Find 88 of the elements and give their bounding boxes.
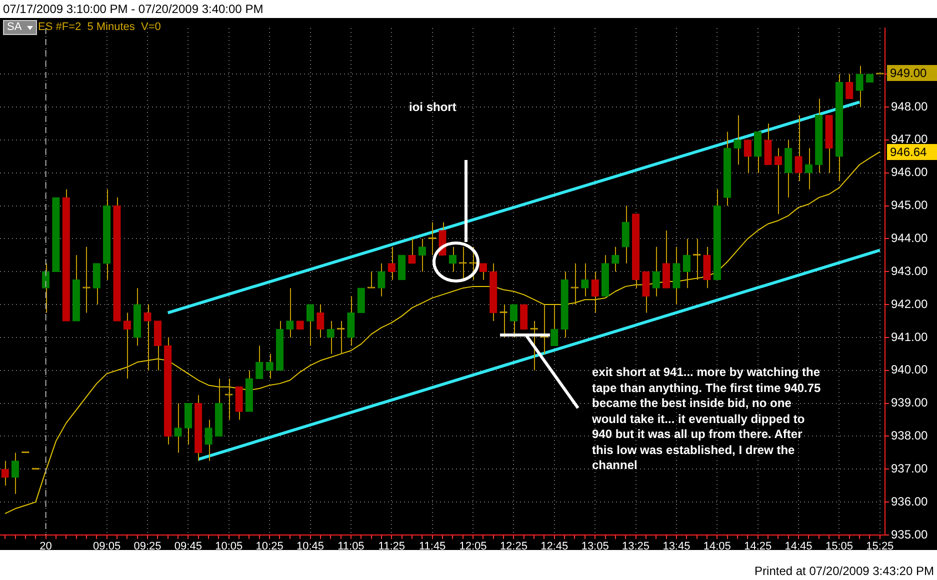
annotation: ioi short	[409, 100, 456, 114]
candlestick	[856, 65, 864, 108]
candlestick	[1, 460, 9, 486]
x-tick-label: 09:05	[93, 540, 121, 553]
candlestick	[326, 320, 334, 354]
annotation: exit short at 941... more by watching the tape than anything. The first time 940.75 became the best inside bid, no one would take it... it eventually dipped to 940 but it was all up from there. After this low was established, I drew the channel	[592, 365, 822, 474]
candlestick	[448, 246, 457, 272]
text: 949.00	[887, 65, 937, 81]
candlestick	[306, 304, 314, 346]
candlestick	[734, 114, 742, 166]
candlestick	[581, 262, 589, 297]
candlestick	[642, 271, 650, 314]
y-tick-label: 945.00	[891, 198, 928, 212]
x-tick-label: 14:25	[744, 540, 772, 553]
y-tick-label: 942.00	[891, 296, 928, 311]
candlestick	[591, 271, 599, 314]
y-tick-label: 935.00	[891, 527, 928, 542]
y-tick-label: 944.00	[891, 231, 928, 246]
candlestick	[622, 205, 630, 264]
y-tick-label: 940.00	[891, 362, 928, 377]
candlestick	[266, 353, 274, 380]
y-tick-label: 948.00	[891, 99, 928, 114]
text: 946.64	[887, 144, 937, 160]
candlestick	[784, 139, 792, 198]
y-tick-label: 938.00	[891, 428, 928, 443]
x-tick-label: 11:05	[338, 540, 364, 553]
candlestick	[672, 246, 680, 306]
chart-subtitle: ES #F=2 5 Minutes V=0	[38, 21, 161, 33]
candlestick	[774, 148, 782, 215]
x-tick-label: 10:25	[256, 540, 284, 553]
x-tick-label: 12:25	[500, 540, 528, 553]
candlestick	[204, 419, 212, 462]
x-tick-label: 12:05	[459, 540, 487, 553]
x-tick-label: 11:45	[418, 540, 446, 553]
x-tick-label: 13:45	[662, 540, 690, 553]
x-tick-label: 09:25	[134, 540, 162, 553]
x-tick-label: 20	[40, 540, 52, 553]
annotation: SA	[3, 20, 37, 35]
candlestick	[612, 246, 620, 272]
y-tick-label: 937.00	[891, 461, 928, 476]
x-tick-label: 13:25	[622, 540, 650, 553]
candlestick	[256, 345, 264, 380]
candlestick	[92, 262, 100, 306]
candlestick	[144, 304, 152, 371]
y-tick-label: 943.00	[891, 264, 928, 278]
candlestick	[652, 246, 660, 297]
candlestick	[388, 246, 396, 280]
candlestick	[174, 402, 182, 454]
candlestick	[184, 402, 192, 445]
candlestick	[378, 262, 386, 297]
x-tick-label: 10:45	[296, 540, 324, 553]
x-tick-label: 14:45	[784, 540, 812, 553]
candlestick	[682, 238, 690, 289]
candlestick	[744, 139, 752, 174]
y-tick-label: 946.00	[891, 165, 928, 180]
candlestick	[286, 288, 294, 338]
candlestick	[703, 246, 711, 289]
candlestick	[550, 304, 558, 346]
x-tick-label: 12:45	[540, 540, 568, 553]
candlestick	[235, 386, 243, 420]
candlestick	[316, 304, 324, 338]
x-tick-label: 13:05	[581, 540, 609, 553]
candlestick	[418, 238, 426, 272]
x-tick-label: 14:05	[703, 540, 731, 553]
x-tick-label: 15:25	[866, 540, 894, 553]
candlestick	[408, 238, 416, 264]
candlestick	[123, 312, 131, 380]
y-tick-label: 947.00	[891, 132, 928, 146]
candlestick	[794, 114, 802, 182]
candlestick	[846, 74, 854, 100]
candlestick	[11, 452, 20, 494]
y-tick-label: 936.00	[891, 494, 928, 508]
candlestick	[510, 304, 518, 338]
chart-title: 07/17/2009 3:10:00 PM - 07/20/2009 3:40:00 PM	[3, 2, 264, 16]
x-tick-label: 15:05	[825, 540, 853, 553]
x-tick-label: 10:05	[215, 540, 243, 553]
x-tick-label: 09:45	[174, 540, 202, 553]
candlestick	[754, 131, 762, 174]
x-tick-label: 11:25	[378, 540, 405, 553]
text: Printed at 07/20/2009 3:43:20 PM	[754, 564, 934, 578]
candlestick	[804, 148, 813, 190]
candlestick	[540, 304, 548, 354]
candlestick	[662, 230, 670, 289]
candlestick	[347, 296, 355, 346]
candlestick	[764, 122, 772, 166]
candlestick	[154, 320, 162, 371]
y-tick-label: 941.00	[891, 330, 928, 344]
y-tick-label: 939.00	[891, 396, 928, 410]
